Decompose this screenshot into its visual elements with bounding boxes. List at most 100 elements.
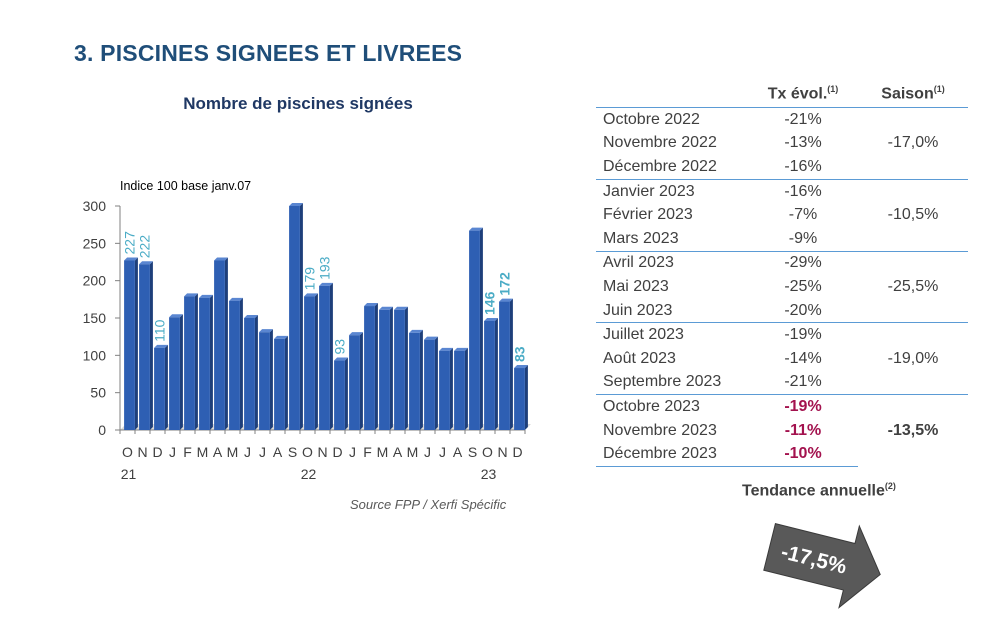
table-row: Avril 2023 -29% -25,5% [596, 250, 968, 323]
bar-top [424, 336, 438, 340]
bar-side [149, 261, 153, 430]
season-group-1: Janvier 2023 -16% -10,5% Février 2023 -7% M… [596, 178, 968, 252]
bar-top [304, 293, 318, 297]
x-tick-label: D [332, 444, 342, 460]
bar [469, 230, 480, 430]
bar [394, 309, 405, 430]
month-cell: Août 2023 [603, 349, 676, 367]
bar-side [209, 294, 213, 430]
bar-side [344, 357, 348, 430]
bar-top [214, 257, 228, 261]
bar [184, 296, 195, 430]
x-tick-label: J [169, 444, 176, 460]
bar-top [244, 315, 258, 318]
bar-side [134, 257, 138, 430]
y-tick-label: 200 [83, 273, 107, 289]
month-cell: Novembre 2022 [603, 134, 717, 152]
tx-cell: -16% [748, 178, 858, 204]
table-row: Septembre 2023 -21% [596, 371, 968, 395]
bar-top [469, 227, 483, 231]
table-row: Janvier 2023 -16% -10,5% [596, 178, 968, 252]
bar-side [434, 336, 438, 430]
month-cell: Mars 2023 [603, 229, 679, 247]
data-label: 179 [302, 267, 318, 291]
page-title: 3. PISCINES SIGNEES ET LIVREES [74, 40, 463, 66]
bar-top [289, 203, 303, 206]
year-label: 22 [301, 466, 317, 482]
col-month [596, 72, 748, 108]
bar-side [239, 297, 243, 430]
season-cell: -19,0% [858, 322, 968, 395]
x-tick-label: A [213, 444, 223, 460]
x-tick-label: F [363, 444, 372, 460]
tx-cell: -14% [784, 349, 822, 367]
bar-side [269, 329, 273, 430]
tx-cell-highlight: -19% [748, 394, 858, 419]
bar-top [379, 306, 393, 310]
bar-side [254, 315, 258, 430]
bar [439, 350, 450, 430]
tx-cell: -16% [784, 157, 822, 175]
bar [499, 301, 510, 430]
season-group-2: Avril 2023 -29% -25,5% Mai 2023 -25% Juin 2… [596, 250, 968, 323]
x-tick-label: J [244, 444, 251, 460]
x-tick-label: J [259, 444, 266, 460]
bar-top [169, 314, 183, 318]
bar [244, 318, 255, 430]
y-tick-label: 50 [90, 385, 106, 401]
table-row: Juin 2023 -20% [596, 299, 968, 323]
bar [454, 350, 465, 430]
bar-side [299, 203, 303, 430]
table-row: Octobre 2023 -19% -13,5% [596, 394, 968, 467]
bar-top [184, 293, 198, 297]
bar-top [349, 332, 363, 336]
data-label: 172 [497, 272, 513, 296]
bar-side [194, 293, 198, 430]
chart-source: Source FPP / Xerfi Spécific [350, 497, 507, 512]
bar-side [479, 227, 483, 430]
bar [289, 206, 300, 430]
tx-cell: -13% [784, 134, 822, 152]
month-cell: Avril 2023 [596, 250, 748, 276]
bar [154, 347, 165, 430]
x-tick-label: N [137, 444, 147, 460]
col-season-header: Saison(1) [881, 83, 945, 102]
x-tick-label: J [439, 444, 446, 460]
table-row: Février 2023 -7% [596, 203, 968, 227]
x-tick-label: N [497, 444, 507, 460]
x-tick-label: O [482, 444, 493, 460]
y-tick-label: 250 [83, 235, 107, 251]
season-cell: -10,5% [858, 178, 968, 252]
month-cell: Juillet 2023 [596, 322, 748, 347]
x-tick-label: D [152, 444, 162, 460]
x-tick-label: A [273, 444, 283, 460]
tx-cell-highlight: -11% [784, 421, 822, 439]
season-group-0: Octobre 2022 -21% -17,0% Novembre 2022 -13%… [596, 106, 968, 180]
bar-side [509, 298, 513, 430]
bar-top [484, 317, 498, 321]
table-row: Décembre 2022 -16% [596, 155, 968, 179]
bar-chart: 0 50 100 150 200 250 300 Indice 100 base janv.0… [83, 179, 531, 482]
bar [304, 296, 315, 430]
x-tick-label: M [227, 444, 239, 460]
tx-cell: -20% [784, 301, 822, 319]
tx-cell: -9% [788, 229, 818, 247]
table-row: Août 2023 -14% [596, 347, 968, 371]
bar [364, 306, 375, 430]
bar-top [514, 365, 528, 369]
bar-top [139, 261, 153, 265]
y-tick-label: 300 [83, 198, 107, 214]
x-tick-label: J [424, 444, 431, 460]
x-tick-label: A [393, 444, 403, 460]
bar-top [334, 357, 348, 361]
x-tick-label: A [453, 444, 463, 460]
trend-arrow: -17,5% [763, 523, 881, 609]
bar-top [124, 257, 138, 261]
bar [229, 300, 240, 430]
bar-side [359, 332, 363, 430]
month-cell: Janvier 2023 [596, 178, 748, 204]
bar-side [284, 335, 288, 430]
month-cell: Septembre 2023 [603, 373, 722, 391]
x-tick-label: M [377, 444, 389, 460]
bar-side [524, 365, 528, 430]
